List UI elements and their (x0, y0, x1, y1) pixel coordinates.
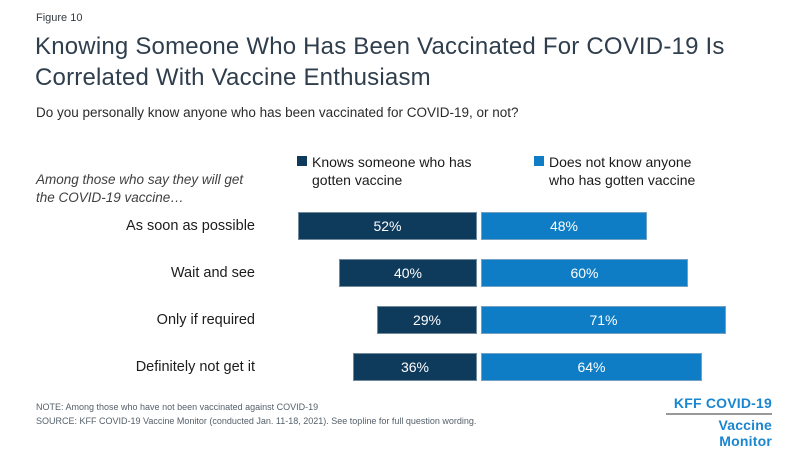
bar-value-label: 29% (412, 312, 442, 328)
bar-track: 36% 64% (255, 353, 800, 381)
category-label: Definitely not get it (135, 359, 255, 375)
note-line: NOTE: Among those who have not been vacc… (36, 402, 319, 412)
legend-label: Knows someone who has gotten vaccine (312, 154, 472, 188)
category-label: Wait and see (170, 265, 255, 281)
category-label: Only if required (156, 312, 255, 328)
bar-track: 52% 48% (255, 212, 800, 240)
chart-legend: Knows someone who has gotten vaccine Doe… (297, 153, 717, 189)
bar-segment-knows-someone: 29% (377, 306, 477, 334)
logo-line-2: Vaccine Monitor (718, 417, 772, 449)
bar-row: Wait and see 40% 60% (0, 259, 800, 287)
bar-segment-does-not-know: 48% (481, 212, 647, 240)
logo-divider (666, 413, 772, 415)
page-title: Knowing Someone Who Has Been Vaccinated … (35, 33, 725, 91)
logo-line-1: KFF COVID-19 (673, 395, 772, 411)
category-label: As soon as possible (126, 218, 255, 234)
among-those-annotation: Among those who say they will get the CO… (36, 172, 244, 205)
bar-value-label: 71% (589, 312, 618, 328)
bar-row: As soon as possible 52% 48% (0, 212, 800, 240)
bar-value-label: 36% (400, 359, 430, 375)
bar-value-label: 60% (570, 265, 599, 281)
bar-value-label: 48% (549, 218, 579, 234)
bar-segment-does-not-know: 64% (481, 353, 702, 381)
bar-value-label: 64% (577, 359, 606, 375)
source-line: SOURCE: KFF COVID-19 Vaccine Monitor (co… (36, 416, 477, 426)
legend-item-does-not-know: Does not know anyone who has gotten vacc… (534, 153, 717, 189)
figure-number-label: Figure 10 (36, 12, 83, 24)
question-subtitle: Do you personally know anyone who has be… (36, 105, 519, 120)
bar-segment-does-not-know: 71% (481, 306, 726, 334)
bar-segment-knows-someone: 52% (298, 212, 477, 240)
bar-segment-knows-someone: 36% (353, 353, 477, 381)
bar-chart: As soon as possible 52% 48% Wait and see 40%… (0, 212, 800, 400)
legend-item-knows: Knows someone who has gotten vaccine (297, 153, 484, 189)
bar-row: Only if required 29% 71% (0, 306, 800, 334)
bar-track: 29% 71% (255, 306, 800, 334)
bar-track: 40% 60% (255, 259, 800, 287)
kff-vaccine-monitor-logo: KFF COVID-19 Vaccine Monitor (666, 395, 772, 449)
bar-value-label: 52% (373, 218, 402, 234)
bar-segment-knows-someone: 40% (339, 259, 477, 287)
bar-row: Definitely not get it 36% 64% (0, 353, 800, 381)
legend-swatch-dark-icon (297, 156, 307, 166)
footnotes: NOTE: Among those who have not been vacc… (36, 400, 476, 428)
bar-segment-does-not-know: 60% (481, 259, 688, 287)
legend-label: Does not know anyone who has gotten vacc… (549, 154, 696, 188)
bar-value-label: 40% (393, 265, 423, 281)
legend-swatch-blue-icon (534, 156, 544, 166)
